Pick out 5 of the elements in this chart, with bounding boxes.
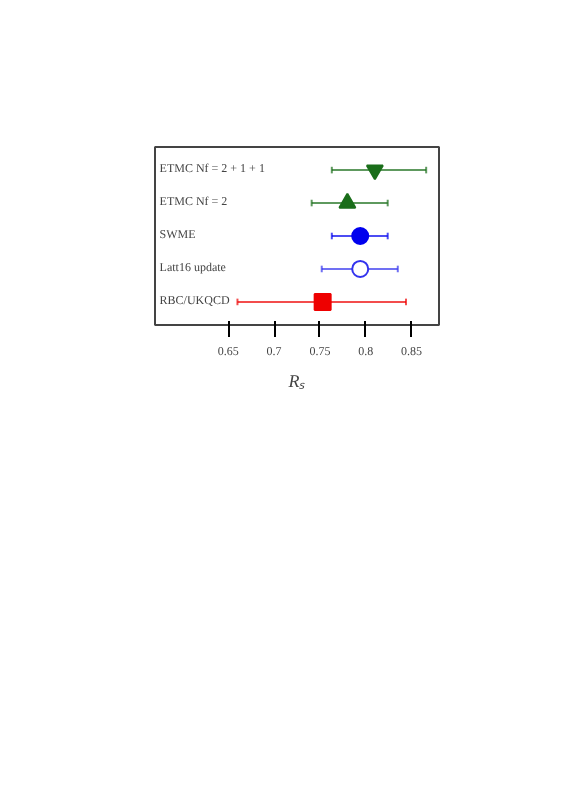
point (313, 292, 332, 311)
point (351, 259, 370, 278)
x-axis-title: Rₛ (286, 371, 306, 391)
point (351, 227, 370, 245)
point (365, 164, 384, 181)
